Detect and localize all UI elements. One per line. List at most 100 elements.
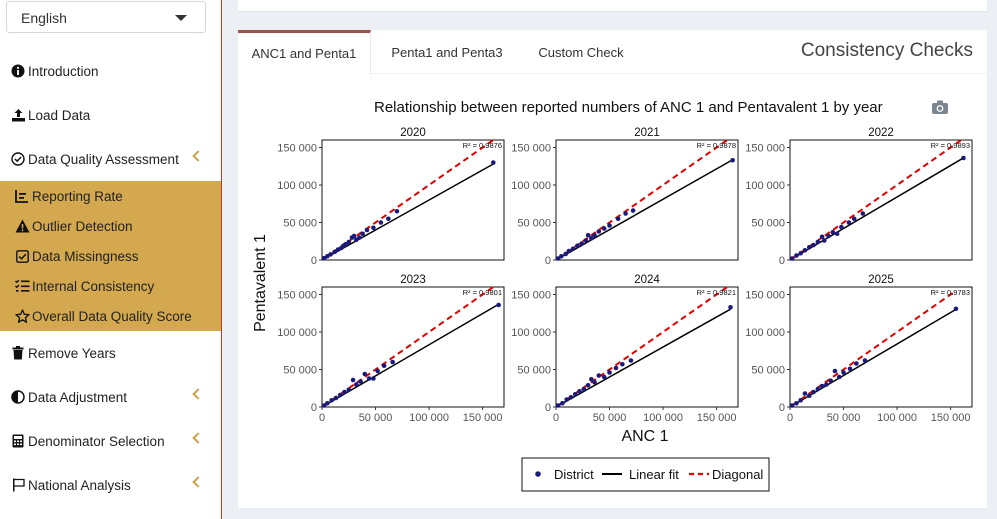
sidebar-item-data-quality-assessment[interactable]: Data Quality Assessment (0, 144, 222, 174)
sidebar-item-label: Reporting Rate (32, 188, 123, 204)
y-tick-label: 50 000 (751, 365, 785, 377)
sidebar-item-national-analysis[interactable]: National Analysis (0, 470, 222, 500)
district-point (589, 376, 594, 382)
star-icon (14, 308, 30, 324)
language-select-value: English (21, 10, 67, 26)
district-point (596, 229, 602, 234)
district-point (847, 366, 853, 372)
district-point (815, 239, 821, 245)
x-tick-label: 50 000 (593, 412, 627, 424)
facet-panel: 2022 0 50 000 100 000 150 000 R² = 0.9893 (745, 127, 973, 267)
y-tick-label: 150 000 (745, 290, 785, 302)
district-point (375, 368, 380, 374)
chart-line-icon (14, 188, 30, 204)
district-point (953, 306, 959, 312)
district-point (575, 243, 580, 249)
tab-bar: ANC1 and Penta1 Penta1 and Penta3 Custom… (238, 30, 987, 74)
sidebar-item-label: Introduction (28, 63, 99, 79)
legend-box (521, 457, 770, 492)
x-tick-label: 0 (553, 412, 559, 424)
district-point (568, 394, 574, 400)
y-tick-label: 100 000 (745, 180, 785, 192)
chevron-left-icon (192, 476, 204, 488)
district-point (601, 374, 607, 380)
diagonal-line (791, 139, 962, 260)
y-tick-label: 50 000 (283, 365, 317, 377)
sidebar-item-denominator-selection[interactable]: Denominator Selection (0, 426, 222, 456)
linear-fit-line (323, 163, 494, 260)
x-tick-label: 100 000 (409, 412, 449, 424)
x-tick-label: 0 (319, 412, 325, 424)
district-point (832, 368, 838, 374)
district-point (394, 208, 400, 214)
tab-anc1-penta1[interactable]: ANC1 and Penta1 (238, 30, 371, 74)
sidebar-item-overall-data-quality-score[interactable]: Overall Data Quality Score (0, 301, 221, 331)
district-point (607, 370, 612, 375)
linear-fit-line (791, 157, 964, 260)
district-point (841, 370, 846, 375)
y-tick-label: 150 000 (511, 143, 551, 155)
camera-icon[interactable] (932, 100, 948, 115)
legend-linear-fit: Linear fit (629, 467, 679, 482)
info-circle-icon (10, 63, 26, 79)
sidebar-item-outlier-detection[interactable]: Outlier Detection (0, 211, 221, 241)
y-tick-label: 100 000 (511, 180, 551, 192)
district-point (390, 359, 395, 365)
y-axis-title: Pentavalent 1 (252, 234, 269, 332)
sidebar-item-remove-years[interactable]: Remove Years (0, 338, 222, 368)
district-point (342, 389, 347, 395)
sidebar-item-introduction[interactable]: Introduction (0, 56, 222, 86)
consistency-chart: Relationship between reported numbers of… (252, 99, 973, 492)
district-point (596, 373, 602, 378)
sidebar-item-label: Load Data (28, 107, 91, 123)
x-axis-title: ANC 1 (621, 428, 668, 445)
r-squared-label: R² = 0.9783 (931, 288, 970, 297)
district-point (350, 377, 356, 383)
district-point (802, 247, 808, 253)
y-tick-label: 0 (311, 255, 317, 267)
r-squared-label: R² = 0.9821 (697, 288, 736, 297)
district-point (798, 397, 804, 403)
legend-district-marker (535, 471, 541, 477)
x-tick-label: 50 000 (827, 412, 861, 424)
top-panel (238, 0, 987, 12)
sidebar-item-data-missingness[interactable]: Data Missingness (0, 241, 221, 271)
facet-title: 2021 (634, 127, 660, 139)
district-point (826, 233, 831, 239)
sidebar-item-label: Outlier Detection (32, 218, 133, 234)
district-point (321, 403, 327, 408)
x-tick-label: 50 000 (359, 412, 393, 424)
sidebar-item-internal-consistency[interactable]: Internal Consistency (0, 271, 221, 301)
y-tick-label: 100 000 (277, 327, 317, 339)
language-select[interactable]: English (6, 1, 206, 33)
district-point (789, 256, 795, 261)
sidebar-item-data-adjustment[interactable]: Data Adjustment (0, 382, 222, 412)
sidebar-item-label: Internal Consistency (32, 278, 155, 294)
sidebar-item-reporting-rate[interactable]: Reporting Rate (0, 181, 221, 211)
facet-title: 2020 (400, 127, 426, 139)
district-point (563, 251, 568, 257)
district-point (579, 241, 584, 246)
x-tick-label: 0 (787, 412, 793, 424)
district-point (811, 389, 816, 395)
tab-penta1-penta3[interactable]: Penta1 and Penta3 (378, 30, 516, 74)
district-point (630, 208, 636, 213)
y-tick-label: 50 000 (751, 218, 785, 230)
facet-title: 2022 (868, 127, 894, 139)
district-point (589, 235, 594, 241)
district-point (789, 403, 795, 408)
district-point (570, 246, 576, 252)
trash-icon (10, 345, 26, 361)
sidebar-item-load-data[interactable]: Load Data (0, 100, 222, 130)
district-point (854, 361, 859, 366)
tab-custom-check[interactable]: Custom Check (524, 30, 638, 74)
upload-icon (10, 107, 26, 123)
box-title: Consistency Checks (800, 40, 973, 61)
district-point (585, 232, 591, 238)
district-point (839, 224, 844, 230)
district-point (730, 157, 735, 163)
r-squared-label: R² = 0.9876 (463, 141, 502, 150)
tab-label: ANC1 and Penta1 (251, 46, 357, 61)
district-point (353, 237, 359, 243)
district-point (802, 391, 808, 396)
